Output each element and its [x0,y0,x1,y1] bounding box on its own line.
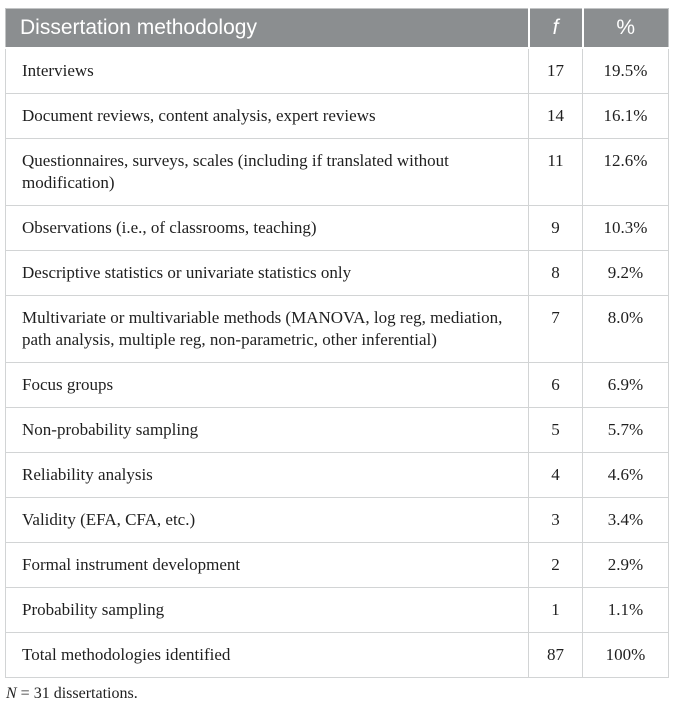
methodology-cell: Multivariate or multivariable methods (M… [5,295,529,363]
percent-cell: 12.6% [582,138,669,206]
methodology-cell: Non-probability sampling [5,407,529,453]
frequency-cell: 87 [528,632,583,678]
column-header-methodology: Dissertation methodology [5,8,529,49]
frequency-cell: 14 [528,93,583,139]
percent-cell: 6.9% [582,362,669,408]
frequency-cell: 3 [528,497,583,543]
table-row: Total methodologies identified 87 100% [5,632,669,678]
methodology-cell: Questionnaires, surveys, scales (includi… [5,138,529,206]
frequency-cell: 1 [528,587,583,633]
percent-cell: 10.3% [582,205,669,251]
table-row: Multivariate or multivariable methods (M… [5,295,669,363]
methodology-cell: Document reviews, content analysis, expe… [5,93,529,139]
table-body: Interviews 17 19.5% Document reviews, conte… [5,47,669,678]
frequency-cell: 17 [528,47,583,94]
methodology-cell: Probability sampling [5,587,529,633]
percent-cell: 19.5% [582,47,669,94]
methodology-cell: Observations (i.e., of classrooms, teach… [5,205,529,251]
footnote-text: = 31 dissertations. [16,685,138,702]
percent-cell: 2.9% [582,542,669,588]
table-row: Validity (EFA, CFA, etc.) 3 3.4% [5,497,669,543]
table-row: Reliability analysis 4 4.6% [5,452,669,498]
frequency-cell: 2 [528,542,583,588]
methodology-cell: Total methodologies identified [5,632,529,678]
methodology-cell: Descriptive statistics or univariate sta… [5,250,529,296]
column-header-percent: % [581,8,669,49]
methodology-cell: Reliability analysis [5,452,529,498]
table-row: Document reviews, content analysis, expe… [5,93,669,139]
frequency-cell: 7 [528,295,583,363]
table-row: Observations (i.e., of classrooms, teach… [5,205,669,251]
footnote-n-symbol: N [6,685,17,702]
frequency-cell: 6 [528,362,583,408]
table-row: Questionnaires, surveys, scales (includi… [5,138,669,206]
percent-cell: 1.1% [582,587,669,633]
percent-cell: 16.1% [582,93,669,139]
methodology-cell: Validity (EFA, CFA, etc.) [5,497,529,543]
table-row: Focus groups 6 6.9% [5,362,669,408]
methodology-cell: Formal instrument development [5,542,529,588]
methodology-cell: Interviews [5,47,529,94]
frequency-cell: 5 [528,407,583,453]
frequency-cell: 11 [528,138,583,206]
methodology-table: Dissertation methodology f % Interviews 1… [5,8,669,678]
percent-cell: 4.6% [582,452,669,498]
table-footnote: N = 31 dissertations. [6,685,668,703]
frequency-cell: 9 [528,205,583,251]
table-row: Descriptive statistics or univariate sta… [5,250,669,296]
methodology-cell: Focus groups [5,362,529,408]
percent-cell: 5.7% [582,407,669,453]
frequency-cell: 8 [528,250,583,296]
table-row: Non-probability sampling 5 5.7% [5,407,669,453]
table-row: Probability sampling 1 1.1% [5,587,669,633]
header-row: Dissertation methodology f % [5,8,669,49]
table-row: Interviews 17 19.5% [5,47,669,94]
percent-cell: 8.0% [582,295,669,363]
table-row: Formal instrument development 2 2.9% [5,542,669,588]
column-header-frequency: f [527,8,583,49]
percent-cell: 3.4% [582,497,669,543]
percent-cell: 100% [582,632,669,678]
frequency-cell: 4 [528,452,583,498]
percent-cell: 9.2% [582,250,669,296]
table-header: Dissertation methodology f % [5,8,669,49]
